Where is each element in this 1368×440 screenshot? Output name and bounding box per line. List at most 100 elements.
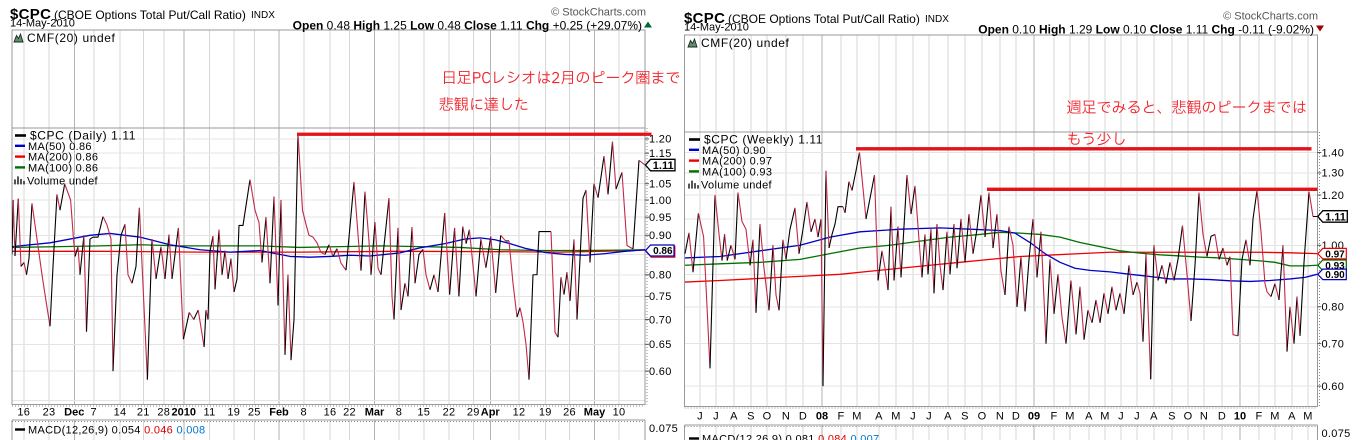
svg-text:M: M <box>1303 411 1312 423</box>
svg-text:25: 25 <box>248 407 261 419</box>
svg-text:O: O <box>763 411 772 423</box>
svg-text:1.20: 1.20 <box>1322 190 1345 202</box>
svg-text:J: J <box>926 411 932 423</box>
svg-text:14-May-2010: 14-May-2010 <box>10 18 75 30</box>
svg-text:J: J <box>910 411 916 423</box>
svg-text:0.80: 0.80 <box>1322 302 1345 314</box>
svg-text:M: M <box>1270 411 1279 423</box>
svg-text:N: N <box>1200 411 1208 423</box>
svg-text:F: F <box>1255 411 1262 423</box>
svg-text:0.75: 0.75 <box>649 291 672 303</box>
svg-text:MA(200) 0.86: MA(200) 0.86 <box>28 152 98 164</box>
svg-text:INDX: INDX <box>251 10 275 21</box>
svg-text:26: 26 <box>563 407 576 419</box>
svg-text:Volume undef: Volume undef <box>701 180 773 192</box>
svg-text:0.86: 0.86 <box>653 246 673 257</box>
svg-text:O: O <box>978 411 987 423</box>
svg-text:S: S <box>961 411 969 423</box>
svg-text:S: S <box>747 411 755 423</box>
svg-text:16: 16 <box>17 407 30 419</box>
svg-text:© StockCharts.com: © StockCharts.com <box>1223 11 1318 23</box>
svg-text:09: 09 <box>1028 411 1040 423</box>
svg-text:May: May <box>584 407 606 419</box>
svg-text:N: N <box>996 411 1004 423</box>
svg-text:MA(100) 0.93: MA(100) 0.93 <box>702 166 772 178</box>
svg-text:Dec: Dec <box>64 407 84 419</box>
svg-text:A: A <box>944 411 952 423</box>
svg-text:0.93: 0.93 <box>1325 261 1345 272</box>
svg-text:MA(200) 0.97: MA(200) 0.97 <box>702 156 772 168</box>
svg-text:M: M <box>1100 411 1109 423</box>
svg-text:0.60: 0.60 <box>1322 381 1345 393</box>
svg-text:Open 0.10 High 1.29 Low 0.10 C: Open 0.10 High 1.29 Low 0.10 Close 1.11 … <box>978 23 1314 37</box>
svg-text:A: A <box>730 411 738 423</box>
svg-text:MA(100) 0.86: MA(100) 0.86 <box>28 162 98 174</box>
svg-text:1.40: 1.40 <box>1322 147 1345 159</box>
svg-text:1.30: 1.30 <box>1322 168 1345 180</box>
svg-text:1.05: 1.05 <box>649 179 672 191</box>
svg-text:J: J <box>1134 411 1140 423</box>
svg-text:CMF(20) undef: CMF(20) undef <box>27 31 116 45</box>
svg-text:S: S <box>1168 411 1176 423</box>
svg-text:1.11: 1.11 <box>653 160 674 172</box>
svg-text:8: 8 <box>301 407 307 419</box>
svg-text:22: 22 <box>343 407 356 419</box>
svg-text:0.97: 0.97 <box>1325 249 1345 260</box>
svg-text:MA(50) 0.86: MA(50) 0.86 <box>28 141 92 153</box>
svg-text:28: 28 <box>157 407 170 419</box>
svg-text:0.60: 0.60 <box>649 366 672 378</box>
svg-text:N: N <box>782 411 790 423</box>
svg-text:Volume undef: Volume undef <box>27 175 99 187</box>
svg-text:0.075: 0.075 <box>649 423 678 435</box>
svg-text:0.90: 0.90 <box>1325 270 1345 281</box>
svg-text:12: 12 <box>513 407 526 419</box>
svg-text:D: D <box>1012 411 1020 423</box>
svg-text:08: 08 <box>816 411 828 423</box>
svg-text:A: A <box>1085 411 1093 423</box>
svg-text:10: 10 <box>613 407 626 419</box>
svg-text:$CPC: $CPC <box>684 10 725 27</box>
svg-text:29: 29 <box>467 407 480 419</box>
svg-text:D: D <box>1218 411 1226 423</box>
svg-text:14-May-2010: 14-May-2010 <box>684 22 749 34</box>
svg-text:J: J <box>1118 411 1124 423</box>
svg-text:MACD(12,26,9) 0.081 0.084 0.00: MACD(12,26,9) 0.081 0.084 0.007 <box>702 434 879 440</box>
svg-text:0.65: 0.65 <box>649 339 672 351</box>
svg-text:(CBOE Options Total Put/Call R: (CBOE Options Total Put/Call Ratio) <box>728 12 920 26</box>
svg-text:0.90: 0.90 <box>649 230 672 242</box>
svg-text:INDX: INDX <box>925 14 949 25</box>
svg-text:J: J <box>713 411 719 423</box>
svg-text:© StockCharts.com: © StockCharts.com <box>551 7 646 19</box>
svg-text:A: A <box>875 411 883 423</box>
svg-text:M: M <box>852 411 861 423</box>
svg-text:$CPC (Daily) 1.11: $CPC (Daily) 1.11 <box>30 129 136 143</box>
svg-text:$CPC: $CPC <box>10 6 51 23</box>
svg-text:F: F <box>837 411 844 423</box>
svg-text:M: M <box>1065 411 1074 423</box>
svg-text:2010: 2010 <box>172 407 196 419</box>
svg-text:0.075: 0.075 <box>1322 428 1351 440</box>
svg-text:1.11: 1.11 <box>1325 211 1346 223</box>
svg-text:1.20: 1.20 <box>649 134 672 146</box>
svg-text:Open 0.48 High 1.25 Low 0.48 C: Open 0.48 High 1.25 Low 0.48 Close 1.11 … <box>293 19 642 33</box>
svg-text:0.70: 0.70 <box>1322 338 1345 350</box>
svg-text:1.00: 1.00 <box>649 195 672 207</box>
svg-text:J: J <box>697 411 703 423</box>
svg-text:21: 21 <box>137 407 150 419</box>
svg-text:Feb: Feb <box>269 407 289 419</box>
svg-text:19: 19 <box>539 407 552 419</box>
svg-text:(CBOE Options Total Put/Call R: (CBOE Options Total Put/Call Ratio) <box>54 8 246 22</box>
svg-text:1.15: 1.15 <box>649 148 672 160</box>
svg-text:15: 15 <box>417 407 430 419</box>
svg-text:F: F <box>1050 411 1057 423</box>
svg-text:14: 14 <box>114 407 127 419</box>
svg-text:22: 22 <box>443 407 456 419</box>
svg-text:0.95: 0.95 <box>649 212 672 224</box>
svg-text:MACD(12,26,9) 0.054 0.046 0.00: MACD(12,26,9) 0.054 0.046 0.008 <box>28 425 205 437</box>
svg-text:10: 10 <box>1234 411 1246 423</box>
svg-text:11: 11 <box>203 407 215 419</box>
svg-text:$CPC (Weekly) 1.11: $CPC (Weekly) 1.11 <box>704 133 823 147</box>
svg-text:A: A <box>1288 411 1296 423</box>
svg-text:16: 16 <box>324 407 337 419</box>
svg-text:8: 8 <box>396 407 402 419</box>
